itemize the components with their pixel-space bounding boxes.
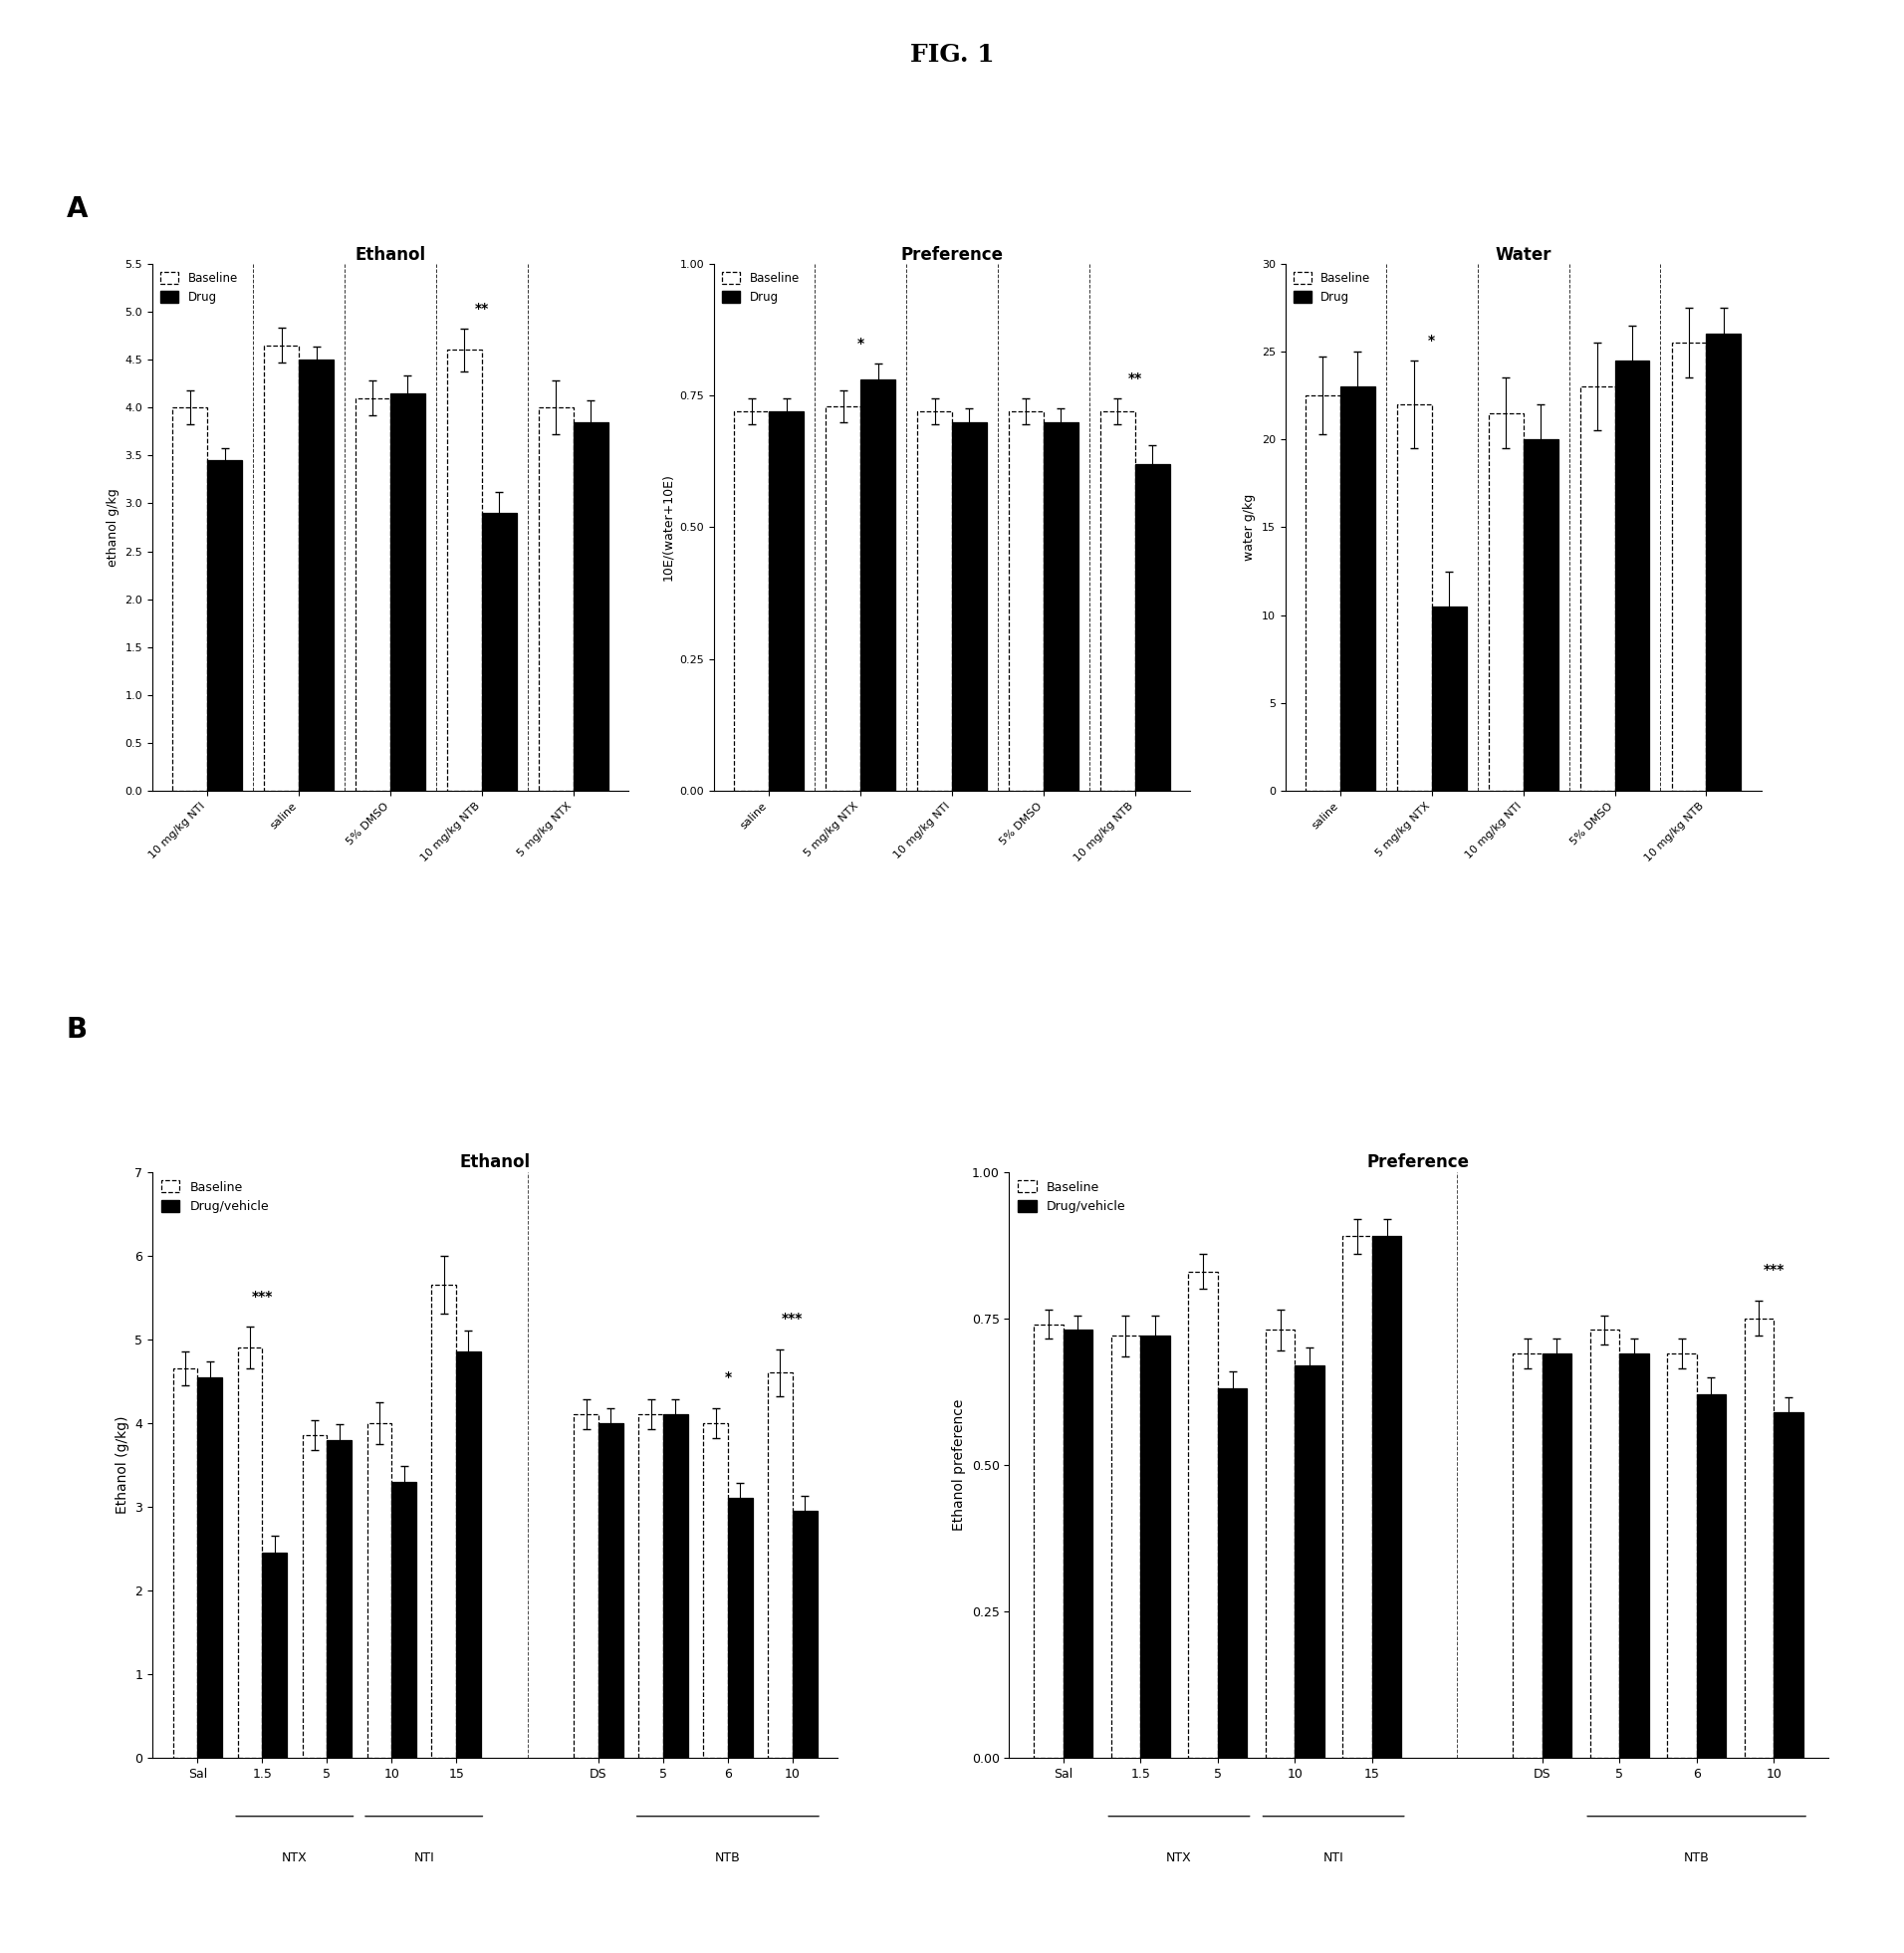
- Bar: [663, 1414, 687, 1758]
- Bar: [1696, 1394, 1725, 1758]
- Y-axis label: ethanol g/kg: ethanol g/kg: [107, 488, 120, 566]
- Y-axis label: water g/kg: water g/kg: [1243, 494, 1257, 561]
- Bar: [367, 1424, 392, 1758]
- Y-axis label: 10E/(water+10E): 10E/(water+10E): [661, 473, 674, 582]
- Bar: [299, 359, 333, 791]
- Bar: [638, 1414, 663, 1758]
- Bar: [1373, 1236, 1401, 1758]
- Bar: [1009, 412, 1043, 791]
- Bar: [327, 1439, 352, 1758]
- Bar: [1512, 1353, 1542, 1758]
- Text: FIG. 1: FIG. 1: [910, 43, 994, 66]
- Legend: Baseline, Drug: Baseline, Drug: [158, 270, 240, 307]
- Title: Water: Water: [1495, 246, 1552, 264]
- Text: NTX: NTX: [282, 1851, 307, 1865]
- Bar: [573, 422, 607, 791]
- Bar: [457, 1351, 482, 1758]
- Bar: [390, 393, 425, 791]
- Text: B: B: [67, 1016, 88, 1043]
- Bar: [198, 1377, 223, 1758]
- Text: ***: ***: [783, 1312, 803, 1326]
- Bar: [447, 350, 482, 791]
- Title: Ethanol: Ethanol: [459, 1154, 531, 1172]
- Bar: [703, 1424, 727, 1758]
- Bar: [1062, 1330, 1093, 1758]
- Text: NTI: NTI: [413, 1851, 434, 1865]
- Bar: [767, 1373, 792, 1758]
- Bar: [263, 1553, 288, 1758]
- Bar: [303, 1435, 327, 1758]
- Bar: [1340, 387, 1375, 791]
- Bar: [1306, 395, 1340, 791]
- Bar: [1618, 1353, 1649, 1758]
- Bar: [238, 1348, 263, 1758]
- Bar: [1432, 607, 1466, 791]
- Bar: [598, 1424, 623, 1758]
- Text: *: *: [857, 336, 864, 352]
- Bar: [918, 412, 952, 791]
- Bar: [1140, 1336, 1169, 1758]
- Bar: [432, 1285, 457, 1758]
- Bar: [1615, 359, 1649, 791]
- Bar: [1706, 334, 1740, 791]
- Bar: [1135, 465, 1169, 791]
- Title: Preference: Preference: [901, 246, 1003, 264]
- Bar: [1398, 404, 1432, 791]
- Bar: [1188, 1271, 1219, 1758]
- Text: **: **: [474, 301, 489, 316]
- Bar: [1523, 439, 1557, 791]
- Bar: [1775, 1412, 1803, 1758]
- Text: *: *: [1428, 334, 1436, 348]
- Text: NTX: NTX: [1167, 1851, 1192, 1865]
- Bar: [539, 408, 573, 791]
- Bar: [1034, 1324, 1062, 1758]
- Bar: [356, 398, 390, 791]
- Legend: Baseline, Drug/vehicle: Baseline, Drug/vehicle: [158, 1178, 272, 1215]
- Bar: [392, 1482, 417, 1758]
- Bar: [1295, 1365, 1325, 1758]
- Text: NTB: NTB: [1683, 1851, 1710, 1865]
- Text: A: A: [67, 195, 88, 223]
- Legend: Baseline, Drug: Baseline, Drug: [720, 270, 802, 307]
- Legend: Baseline, Drug: Baseline, Drug: [1291, 270, 1373, 307]
- Text: *: *: [724, 1371, 731, 1385]
- Bar: [735, 412, 769, 791]
- Bar: [1580, 387, 1615, 791]
- Bar: [1112, 1336, 1140, 1758]
- Bar: [1744, 1318, 1775, 1758]
- Bar: [173, 408, 208, 791]
- Text: NTB: NTB: [716, 1851, 741, 1865]
- Bar: [1342, 1236, 1373, 1758]
- Bar: [173, 1369, 198, 1758]
- Bar: [1672, 344, 1706, 791]
- Bar: [208, 461, 242, 791]
- Bar: [769, 412, 803, 791]
- Title: Ethanol: Ethanol: [354, 246, 426, 264]
- Bar: [1489, 414, 1523, 791]
- Y-axis label: Ethanol preference: Ethanol preference: [952, 1398, 965, 1531]
- Bar: [1590, 1330, 1618, 1758]
- Bar: [952, 422, 986, 791]
- Bar: [861, 379, 895, 791]
- Bar: [1668, 1353, 1696, 1758]
- Text: **: **: [1127, 371, 1142, 385]
- Bar: [482, 514, 516, 791]
- Bar: [727, 1498, 752, 1758]
- Text: ***: ***: [1763, 1264, 1784, 1277]
- Bar: [1266, 1330, 1295, 1758]
- Bar: [792, 1512, 817, 1758]
- Title: Preference: Preference: [1367, 1154, 1470, 1172]
- Text: ***: ***: [251, 1289, 272, 1303]
- Y-axis label: Ethanol (g/kg): Ethanol (g/kg): [116, 1416, 129, 1514]
- Bar: [1542, 1353, 1571, 1758]
- Legend: Baseline, Drug/vehicle: Baseline, Drug/vehicle: [1015, 1178, 1129, 1215]
- Bar: [1101, 412, 1135, 791]
- Text: NTI: NTI: [1323, 1851, 1344, 1865]
- Bar: [826, 406, 861, 791]
- Bar: [573, 1414, 598, 1758]
- Bar: [1219, 1389, 1247, 1758]
- Bar: [265, 346, 299, 791]
- Bar: [1043, 422, 1078, 791]
